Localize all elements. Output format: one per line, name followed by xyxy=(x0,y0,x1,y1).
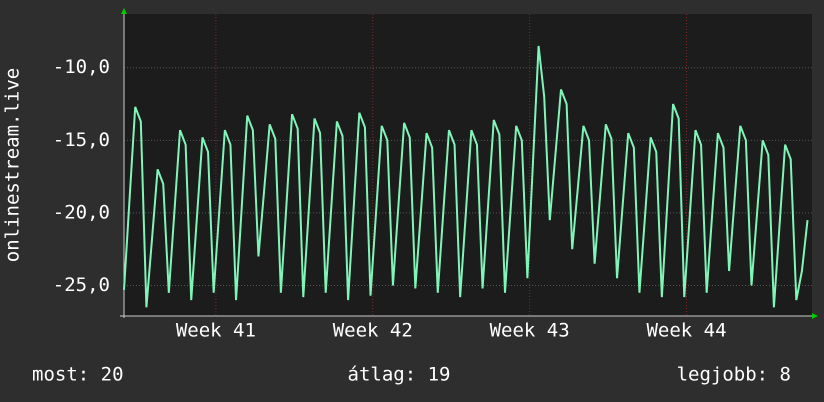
y-tick-label: -15,0 xyxy=(53,129,110,151)
x-tick-label: Week 43 xyxy=(490,320,570,342)
axis-arrow xyxy=(121,8,127,14)
y-axis-label: onlinestream.live xyxy=(2,68,24,262)
x-tick-label: Week 41 xyxy=(176,320,256,342)
axis-arrow xyxy=(812,313,818,319)
data-line xyxy=(123,45,809,308)
footer-average: átlag: 19 xyxy=(348,364,451,386)
y-tick-label: -20,0 xyxy=(53,201,110,223)
footer-best: legjobb: 8 xyxy=(677,364,791,386)
footer-current: most: 20 xyxy=(32,364,124,386)
x-tick-label: Week 44 xyxy=(646,320,726,342)
y-tick-label: -25,0 xyxy=(53,274,110,296)
y-tick-label: -10,0 xyxy=(53,56,110,78)
x-tick-label: Week 42 xyxy=(333,320,413,342)
